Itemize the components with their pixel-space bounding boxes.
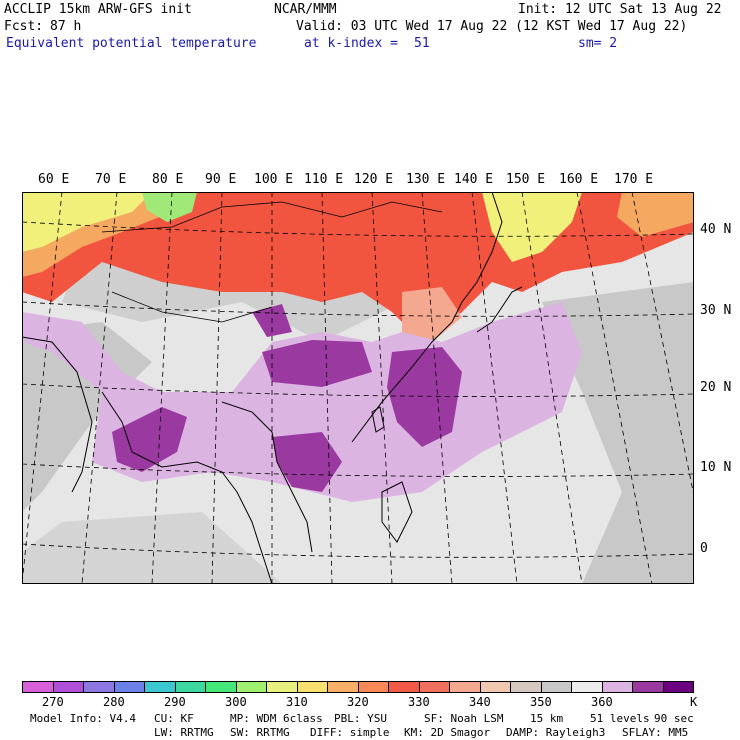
footer-damp: DAMP: Rayleigh3 <box>506 726 606 739</box>
colorbar-unit: K <box>690 695 698 709</box>
theta-e-map <box>22 192 694 584</box>
footer-mp: MP: WDM 6class <box>230 712 323 725</box>
lon-label: 90 E <box>205 172 237 187</box>
lon-label: 80 E <box>152 172 184 187</box>
salmon-region-korea <box>402 287 462 342</box>
footer-levels: 51 levels <box>590 712 650 725</box>
lon-label: 120 E <box>354 172 394 187</box>
footer-model-info: Model Info: V4.4 <box>30 712 136 725</box>
init-time: Init: 12 UTC Sat 13 Aug 22 <box>518 2 722 17</box>
colorbar-swatch <box>297 682 328 692</box>
colorbar-tick: 350 <box>530 695 552 709</box>
footer-diff: DIFF: simple <box>310 726 390 739</box>
footer-sflay: SFLAY: MM5 <box>622 726 689 739</box>
longitude-axis: 60 E 70 E 80 E 90 E 100 E 110 E 120 E 13… <box>22 172 722 188</box>
colorbar-swatch <box>145 682 176 692</box>
orange-region-ne <box>617 192 694 237</box>
colorbar-swatch <box>602 682 633 692</box>
colorbar-swatch <box>84 682 115 692</box>
colorbar-swatch <box>480 682 511 692</box>
lon-label: 160 E <box>559 172 599 187</box>
colorbar-swatch <box>389 682 420 692</box>
colorbar-swatch <box>663 682 693 692</box>
purple-south-china <box>262 340 372 387</box>
coastline-japan <box>476 286 523 333</box>
colorbar-tick: 280 <box>103 695 125 709</box>
lon-label: 100 E <box>254 172 294 187</box>
lon-label: 140 E <box>454 172 494 187</box>
lat-label: 30 N <box>700 303 732 318</box>
lon-label: 130 E <box>406 172 446 187</box>
lon-label: 70 E <box>95 172 127 187</box>
colorbar-swatch <box>419 682 450 692</box>
footer-timestep: 90 sec <box>654 712 694 725</box>
field-name: Equivalent potential temperature <box>6 36 257 51</box>
lat-label: 40 N <box>700 222 732 237</box>
model-title: ACCLIP 15km ARW-GFS init <box>4 2 192 17</box>
colorbar-tick: 340 <box>469 695 491 709</box>
colorbar-tick: 290 <box>164 695 186 709</box>
lat-label: 0 <box>700 541 708 556</box>
coastline-indochina <box>221 401 313 553</box>
gray-region-south <box>22 512 282 584</box>
footer-lw: LW: RRTMG <box>154 726 214 739</box>
colorbar <box>22 681 694 693</box>
purple-bay-of-bengal <box>112 407 187 472</box>
lon-label: 150 E <box>506 172 546 187</box>
colorbar-swatch <box>328 682 359 692</box>
colorbar-swatch <box>267 682 298 692</box>
colorbar-tick: 360 <box>591 695 613 709</box>
colorbar-swatch <box>206 682 237 692</box>
coastline-india <box>22 336 273 584</box>
colorbar-swatch <box>114 682 145 692</box>
colorbar-swatch <box>633 682 664 692</box>
footer-sf: SF: Noah LSM <box>424 712 504 725</box>
colorbar-swatch <box>358 682 389 692</box>
colorbar-tick: 320 <box>347 695 369 709</box>
purple-south-china-sea <box>272 432 342 492</box>
colorbar-swatch <box>23 682 54 692</box>
lon-label: 60 E <box>38 172 70 187</box>
lon-label: 170 E <box>614 172 654 187</box>
colorbar-tick: 270 <box>42 695 64 709</box>
footer-pbl: PBL: YSU <box>334 712 387 725</box>
center-label: NCAR/MMM <box>274 2 337 17</box>
colorbar-swatch <box>511 682 542 692</box>
political-borders <box>101 201 443 323</box>
colorbar-swatch <box>175 682 206 692</box>
lat-label: 20 N <box>700 380 732 395</box>
lon-label: 110 E <box>304 172 344 187</box>
footer-km: KM: 2D Smagor <box>404 726 491 739</box>
yellow-region-ne <box>482 192 582 262</box>
colorbar-swatch <box>53 682 84 692</box>
lat-label: 10 N <box>700 460 732 475</box>
footer-resolution: 15 km <box>530 712 564 725</box>
green-patch <box>142 192 197 222</box>
map-frame <box>22 192 694 584</box>
colorbar-tick: 330 <box>408 695 430 709</box>
yellow-region-nw <box>22 192 152 252</box>
colorbar-swatch <box>450 682 481 692</box>
colorbar-tick: 300 <box>225 695 247 709</box>
forecast-label: Fcst: <box>4 19 44 34</box>
forecast-hours: 87 h <box>50 19 82 34</box>
smoothing-label: sm= 2 <box>578 36 618 51</box>
colorbar-swatch <box>572 682 603 692</box>
colorbar-tick: 310 <box>286 695 308 709</box>
footer-cu: CU: KF <box>154 712 194 725</box>
colorbar-swatch <box>541 682 572 692</box>
footer-sw: SW: RRTMG <box>230 726 290 739</box>
purple-taiwan-east <box>387 347 462 447</box>
level-value: 51 <box>414 36 430 51</box>
graticule <box>22 192 694 584</box>
coastline-philippines <box>381 481 413 543</box>
valid-time: Valid: 03 UTC Wed 17 Aug 22 (12 KST Wed … <box>296 19 688 34</box>
level-label: at k-index = <box>304 36 398 51</box>
coastline-china <box>351 192 503 443</box>
colorbar-swatch <box>236 682 267 692</box>
